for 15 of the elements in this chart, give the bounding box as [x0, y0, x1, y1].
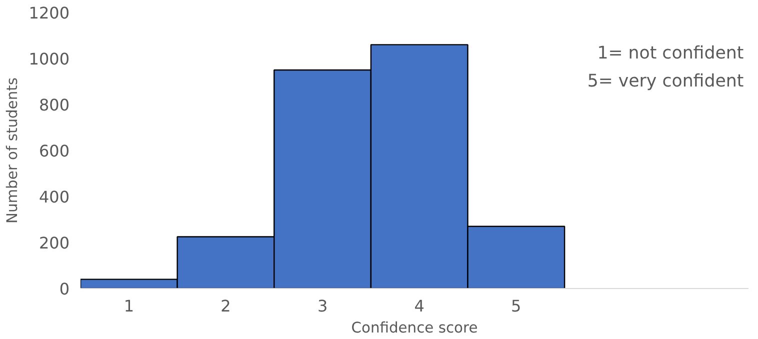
y-tick-label: 200 [38, 234, 70, 252]
y-tick-label: 800 [38, 96, 70, 114]
x-tick-label: 4 [414, 296, 424, 316]
x-tick-label: 2 [220, 296, 231, 316]
text: 1= not confident 5= very confident [587, 44, 744, 92]
y-tick-label: 400 [38, 188, 70, 206]
x-tick-label: 1 [124, 296, 134, 316]
y-tick-label: 1200 [28, 4, 70, 22]
y-axis-title: Number of students [4, 78, 21, 224]
y-tick-label: 0 [59, 280, 70, 298]
y-tick-label: 600 [38, 142, 70, 160]
y-tick-label: 1000 [28, 50, 70, 68]
x-tick-label: 5 [511, 296, 522, 316]
x-tick-label: 3 [317, 296, 328, 316]
x-axis-title: Confidence score [351, 320, 478, 336]
